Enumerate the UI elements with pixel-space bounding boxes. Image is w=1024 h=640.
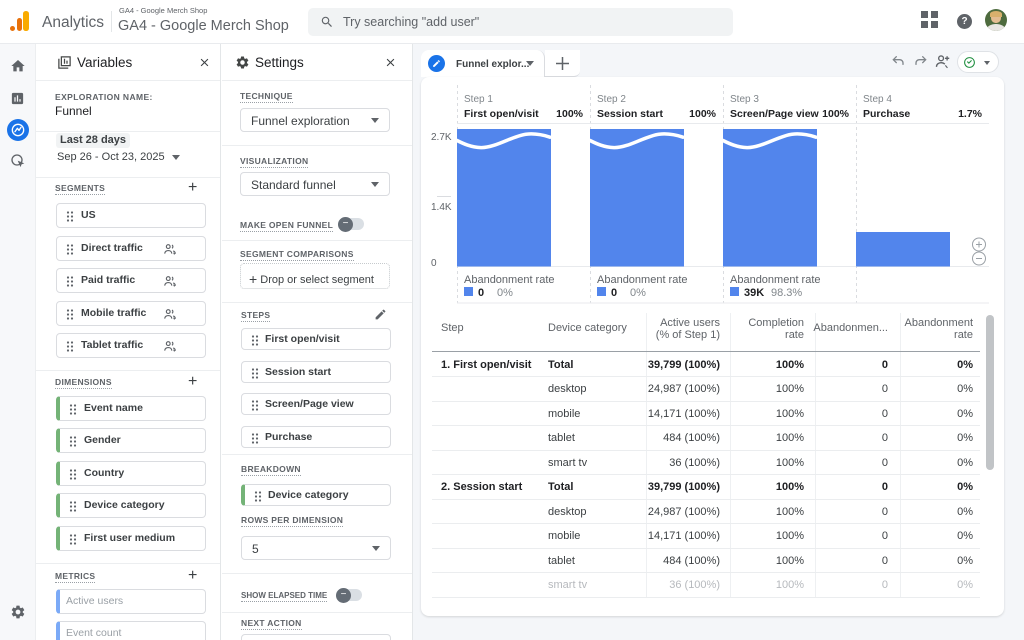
svg-text:100%: 100% (556, 108, 584, 120)
svg-text:Abandonment rate: Abandonment rate (464, 274, 555, 286)
svg-text:1.7%: 1.7% (958, 108, 983, 120)
svg-text:Step 1: Step 1 (464, 94, 493, 105)
svg-text:Session start: Session start (597, 108, 663, 120)
svg-text:100%: 100% (689, 108, 717, 120)
svg-text:0%: 0% (630, 287, 646, 299)
svg-text:Step 3: Step 3 (730, 94, 759, 105)
svg-text:98.3%: 98.3% (771, 287, 802, 299)
svg-text:0: 0 (478, 287, 484, 299)
svg-text:Purchase: Purchase (863, 108, 910, 120)
svg-text:Abandonment rate: Abandonment rate (730, 274, 821, 286)
svg-text:Screen/Page view: Screen/Page view (730, 108, 820, 120)
svg-text:Step 2: Step 2 (597, 94, 626, 105)
svg-text:100%: 100% (822, 108, 850, 120)
svg-text:Step 4: Step 4 (863, 94, 892, 105)
svg-text:39K: 39K (744, 287, 764, 299)
svg-text:Abandonment rate: Abandonment rate (597, 274, 688, 286)
svg-text:0: 0 (611, 287, 617, 299)
svg-text:0%: 0% (497, 287, 513, 299)
svg-text:First open/visit: First open/visit (464, 108, 539, 120)
svg-text:1.4K: 1.4K (431, 202, 452, 213)
svg-text:2.7K: 2.7K (431, 132, 452, 143)
svg-text:0: 0 (431, 258, 437, 269)
